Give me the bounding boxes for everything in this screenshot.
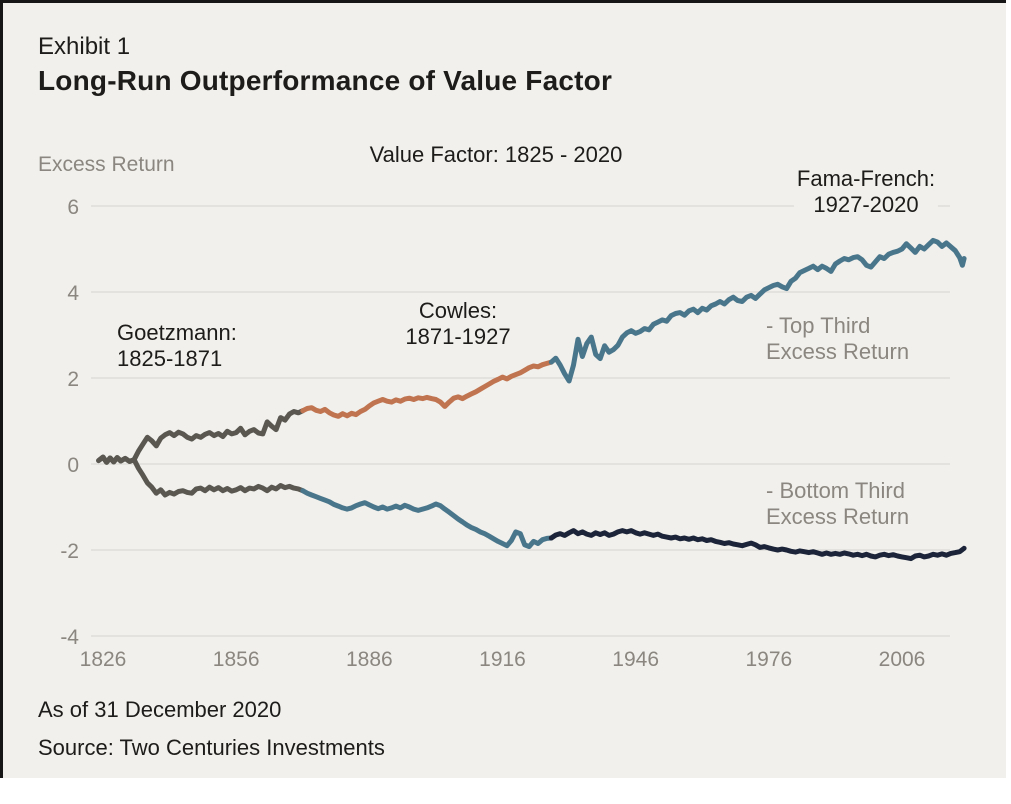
annotation-top-third-line1: - Top Third bbox=[766, 313, 871, 338]
source-note: Source: Two Centuries Investments bbox=[38, 735, 385, 760]
annotation-fama-french: Fama-French: 1927-2020 bbox=[793, 166, 939, 218]
x-tick-label-1826: 1826 bbox=[80, 648, 127, 671]
annotation-bottom-third: - Bottom Third Excess Return bbox=[766, 478, 909, 530]
exhibit-label: Exhibit 1 bbox=[38, 33, 131, 60]
series-bottom-third-excess-return-cowles bbox=[300, 488, 554, 550]
annotation-cowles-line2: 1871-1927 bbox=[405, 324, 511, 349]
series-top-third-excess-return-goetzmann bbox=[96, 408, 306, 465]
annotation-top-third: - Top Third Excess Return bbox=[766, 313, 909, 365]
annotation-top-third-line2: Excess Return bbox=[766, 339, 910, 364]
annotation-cowles-line1: Cowles: bbox=[418, 298, 498, 323]
annotation-bottom-third-line1: - Bottom Third bbox=[766, 478, 905, 503]
page-title: Long-Run Outperformance of Value Factor bbox=[38, 65, 613, 96]
x-tick-label-2006: 2006 bbox=[879, 648, 926, 671]
annotation-fama-french-line1: Fama-French: bbox=[796, 166, 936, 191]
x-tick-label-1976: 1976 bbox=[745, 648, 792, 671]
y-tick-label--2: -2 bbox=[60, 540, 79, 563]
series-bottom-third-excess-return-fama-french bbox=[548, 528, 967, 562]
y-axis-title: Excess Return bbox=[38, 153, 175, 176]
annotation-bottom-third-line2: Excess Return bbox=[766, 504, 910, 529]
y-tick-label-6: 6 bbox=[67, 196, 79, 219]
series-top-third-excess-return-cowles bbox=[300, 359, 554, 419]
annotation-cowles: Cowles: 1871-1927 bbox=[405, 298, 510, 350]
series-bottom-third-excess-return-goetzmann bbox=[96, 454, 306, 498]
annotation-goetzmann-line1: Goetzmann: bbox=[117, 320, 237, 345]
annotation-goetzmann-line2: 1825-1871 bbox=[117, 346, 223, 371]
annotation-goetzmann: Goetzmann: 1825-1871 bbox=[117, 320, 237, 372]
y-tick-label-4: 4 bbox=[67, 282, 79, 305]
exhibit-card: Exhibit 1 Long-Run Outperformance of Val… bbox=[0, 0, 1006, 778]
x-tick-label-1946: 1946 bbox=[612, 648, 659, 671]
plot-title: Value Factor: 1825 - 2020 bbox=[369, 142, 623, 167]
x-tick-label-1856: 1856 bbox=[213, 648, 260, 671]
series-top-third-excess-return-fama-french bbox=[548, 237, 967, 384]
as-of-note: As of 31 December 2020 bbox=[38, 697, 282, 722]
x-tick-label-1886: 1886 bbox=[346, 648, 393, 671]
annotation-fama-french-line2: 1927-2020 bbox=[813, 192, 919, 217]
y-tick-label-2: 2 bbox=[67, 368, 79, 391]
y-tick-label-0: 0 bbox=[67, 454, 79, 477]
x-tick-label-1916: 1916 bbox=[479, 648, 526, 671]
y-tick-label--4: -4 bbox=[60, 626, 79, 649]
